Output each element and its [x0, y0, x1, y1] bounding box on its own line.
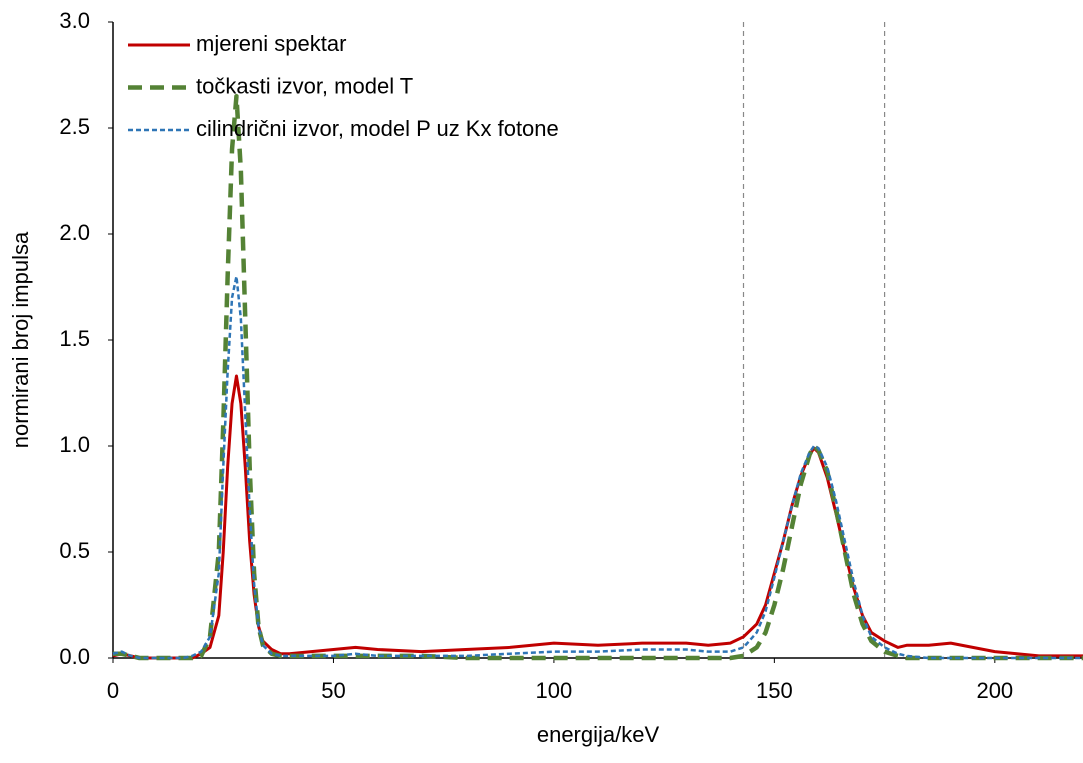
y-tick-label: 1.5	[59, 326, 90, 351]
x-tick-label: 100	[536, 678, 573, 703]
legend-label: točkasti izvor, model T	[196, 73, 413, 98]
series-line	[112, 374, 1083, 660]
legend-label: mjereni spektar	[196, 31, 346, 56]
y-tick-label: 1.0	[59, 432, 90, 457]
x-tick-label: 200	[976, 678, 1013, 703]
y-tick-label: 3.0	[59, 8, 90, 33]
x-axis-label: energija/keV	[537, 722, 660, 747]
x-tick-label: 0	[107, 678, 119, 703]
x-tick-label: 150	[756, 678, 793, 703]
legend-label: cilindrični izvor, model P uz Kx fotone	[196, 116, 559, 141]
y-tick-label: 0.0	[59, 644, 90, 669]
y-tick-label: 2.5	[59, 114, 90, 139]
y-axis-label: normirani broj impulsa	[8, 231, 33, 448]
y-tick-label: 0.5	[59, 538, 90, 563]
x-tick-label: 50	[321, 678, 345, 703]
series-line	[113, 93, 1083, 661]
series-line	[112, 275, 1083, 660]
y-tick-label: 2.0	[59, 220, 90, 245]
